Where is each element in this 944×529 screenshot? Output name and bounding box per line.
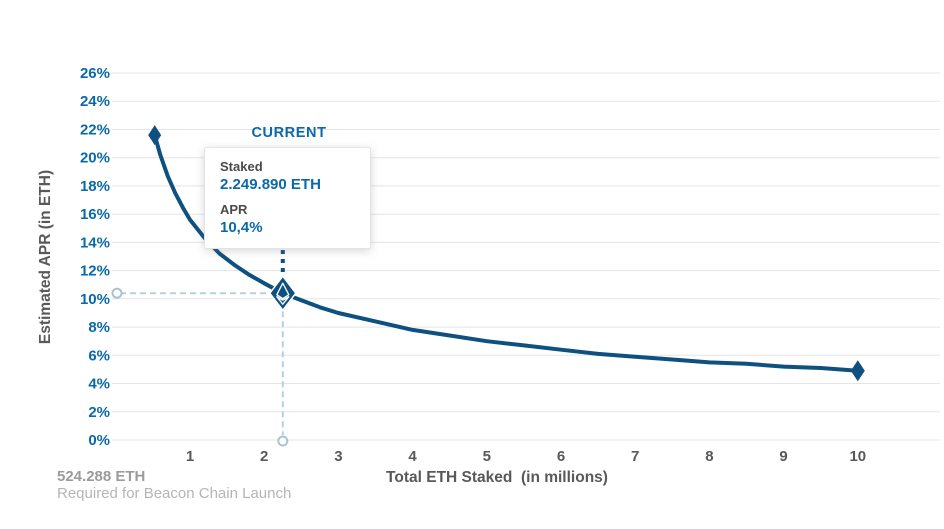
svg-text:8: 8: [705, 448, 713, 465]
tooltip-staked-label: Staked: [220, 159, 263, 174]
svg-text:14%: 14%: [80, 234, 110, 251]
y-axis-title: Estimated APR (in ETH): [37, 169, 54, 345]
svg-text:4: 4: [408, 448, 417, 465]
svg-text:2: 2: [260, 448, 268, 465]
svg-text:18%: 18%: [80, 178, 110, 195]
svg-text:20%: 20%: [80, 150, 110, 167]
svg-text:26%: 26%: [80, 65, 110, 82]
svg-text:5: 5: [483, 448, 491, 465]
svg-text:6%: 6%: [88, 347, 110, 364]
curve-end-marker: [850, 360, 865, 382]
ethereum-icon-lower: [276, 296, 290, 305]
tooltip-apr-label: APR: [220, 202, 248, 217]
footnote-caption: Required for Beacon Chain Launch: [57, 485, 292, 502]
footnote: 524.288 ETH Required for Beacon Chain La…: [57, 468, 291, 502]
svg-text:10%: 10%: [80, 291, 110, 308]
x-axis-tick-labels: 1 2 3 4 5 6 7 8 9 10: [186, 448, 866, 465]
svg-text:1: 1: [186, 448, 194, 465]
svg-text:4%: 4%: [88, 376, 110, 393]
curve-start-marker: [148, 125, 162, 146]
gridlines: [112, 72, 940, 441]
y-axis-tick-labels: 0% 2% 4% 6% 8% 10% 12% 14% 16% 18% 20% 22% 24% 26%: [80, 65, 110, 449]
x-axis-title: Total ETH Staked (in millions): [386, 469, 608, 486]
svg-text:22%: 22%: [80, 122, 110, 139]
svg-text:9: 9: [779, 448, 787, 465]
svg-text:0%: 0%: [88, 432, 110, 449]
ethereum-icon: [276, 282, 290, 300]
tooltip: Staked 2.249.890 ETH APR 10,4%: [204, 147, 371, 249]
tooltip-apr-value: 10,4%: [220, 219, 263, 236]
svg-text:12%: 12%: [80, 263, 110, 280]
current-marker-diamond: [268, 274, 297, 312]
tooltip-staked-value: 2.249.890 ETH: [220, 176, 321, 193]
apr-curve: [152, 133, 860, 373]
crosshair-axis-circle-y: [111, 287, 123, 299]
svg-text:24%: 24%: [80, 93, 110, 110]
footnote-value: 524.288 ETH: [57, 468, 146, 485]
current-point-label: CURRENT: [251, 125, 327, 141]
svg-text:3: 3: [334, 448, 342, 465]
svg-text:7: 7: [631, 448, 639, 465]
current-marker[interactable]: [268, 274, 297, 312]
svg-text:16%: 16%: [80, 206, 110, 223]
crosshair-axis-circle-x: [277, 435, 289, 447]
svg-text:2%: 2%: [88, 404, 110, 421]
svg-text:8%: 8%: [88, 319, 110, 336]
svg-text:10: 10: [849, 448, 866, 465]
svg-text:6: 6: [557, 448, 565, 465]
